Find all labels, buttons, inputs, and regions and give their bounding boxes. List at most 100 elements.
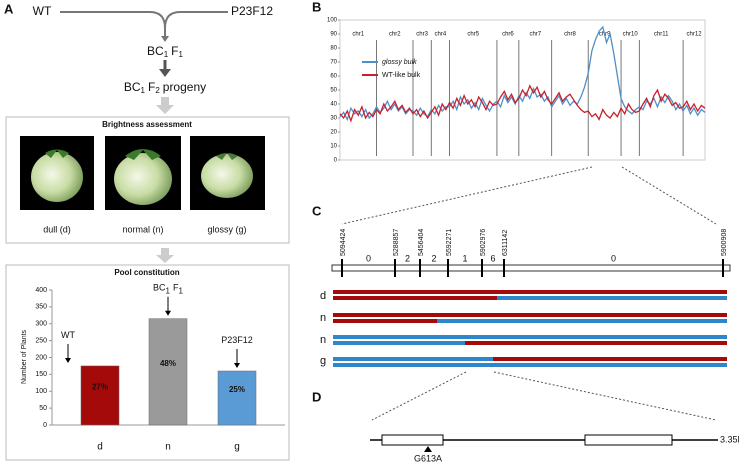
panel-c: C 5094424 5288857 5456404 5592271 5902976 631… — [312, 203, 731, 421]
chromosome-label: chr4 — [435, 32, 447, 38]
calyx — [125, 149, 161, 160]
box-title: Pool constitution — [114, 268, 179, 277]
x-tick-label: n — [165, 442, 171, 453]
exon — [584, 434, 673, 446]
parent-2: P23F12 — [231, 4, 273, 18]
bar — [80, 365, 120, 426]
series-line — [339, 25, 706, 122]
subscript: 1 — [179, 50, 184, 59]
bar-label: 48% — [160, 359, 176, 368]
photos — [20, 136, 265, 210]
y-tick-label: 300 — [35, 321, 47, 328]
y-tick-label: 50 — [39, 405, 47, 412]
annotation: WT — [61, 330, 75, 340]
text-part: F — [173, 283, 179, 293]
bar — [217, 370, 257, 426]
y-tick-label: 30 — [330, 116, 337, 122]
chromosome-label: chr7 — [529, 32, 541, 38]
box-title: Brightness assessment — [102, 120, 192, 129]
parent-1: WT — [33, 4, 52, 18]
text-part: progeny — [163, 80, 206, 94]
y-tick-label: 90 — [330, 32, 337, 38]
marker-label: 5456404 — [418, 229, 425, 256]
subscript: 1 — [141, 86, 146, 95]
box — [5, 264, 290, 461]
subscript: 1 — [179, 287, 184, 296]
y-tick-label: 40 — [330, 102, 337, 108]
row-label: n — [320, 334, 326, 346]
calyx — [216, 153, 238, 160]
arrow — [159, 69, 171, 77]
f1-label: BC1 F1 — [147, 44, 183, 59]
chromosome-label: chr8 — [564, 32, 576, 38]
marker-label: 5902976 — [480, 229, 487, 256]
variant-label: G613A — [414, 453, 442, 463]
y-tick-label: 80 — [330, 46, 337, 52]
haplotype — [465, 341, 727, 345]
y-tick-label: 20 — [330, 130, 337, 136]
subscript: 1 — [164, 50, 169, 59]
zoom-lines — [371, 371, 717, 421]
panel-label: A — [4, 1, 14, 16]
marker-label: 5592271 — [446, 229, 453, 256]
text-part: F — [148, 80, 155, 94]
exon — [381, 434, 444, 446]
legend-label: WT-like bulk — [382, 72, 421, 79]
haplotype — [333, 363, 727, 367]
x-tick-label: g — [234, 442, 240, 453]
text-part: BC — [147, 44, 164, 58]
haplotype — [333, 357, 493, 361]
y-tick-label: 150 — [35, 371, 47, 378]
phenotype: dull (d) — [43, 224, 71, 234]
annotation-arrowhead — [65, 357, 71, 363]
y-tick-label: 50 — [330, 88, 337, 94]
panel-label: D — [312, 389, 321, 404]
y-tick-label: 0 — [43, 422, 47, 429]
arrow — [156, 248, 174, 263]
y-axis-title: Number of Plants — [21, 329, 28, 384]
y-tick-label: 100 — [327, 18, 338, 24]
panel-b: B 0 10 20 30 40 50 60 70 80 90 100 chr1 chr2 chr3 chr4… — [312, 0, 717, 225]
annotation: P23F12 — [221, 335, 253, 345]
text-part: BC — [153, 283, 166, 293]
legend-label: glossy bulk — [382, 59, 417, 66]
annotation: BC1 F1 — [153, 283, 183, 296]
annotation-arrowhead — [165, 310, 171, 316]
arrow — [161, 36, 169, 42]
row-label: g — [320, 355, 326, 367]
bar — [148, 318, 188, 426]
marker-label: 5900908 — [721, 229, 728, 256]
text-part: BC — [124, 80, 141, 94]
haplotype — [493, 357, 727, 361]
panel-label: B — [312, 0, 321, 14]
line-chart: 0 10 20 30 40 50 60 70 80 90 100 chr1 chr2 chr3 chr4 ch… — [327, 18, 706, 164]
panel-a: A WT P23F12 BC1 F1 BC1 F2 progeny Brightnes… — [4, 1, 290, 461]
y-tick-label: 60 — [330, 74, 337, 80]
text-part: F — [171, 44, 178, 58]
f2-label: BC1 F2 progeny — [124, 80, 206, 95]
row-label: d — [320, 290, 326, 302]
chromosome-label: chr6 — [502, 32, 514, 38]
phenotype: glossy (g) — [207, 224, 246, 234]
recombinant-count: 1 — [462, 253, 467, 263]
haplotype — [333, 313, 727, 317]
y-tick-label: 0 — [334, 158, 338, 164]
markers: 5094424 5288857 5456404 5592271 5902976 63111… — [340, 229, 728, 277]
phenotype: normal (n) — [122, 224, 163, 234]
recombinant-count: 0 — [611, 253, 616, 263]
y-tick-label: 200 — [35, 354, 47, 361]
chromosome-label: chr2 — [389, 32, 401, 38]
text-part: WT — [61, 330, 75, 340]
chromosome-label: chr3 — [416, 32, 428, 38]
box — [5, 116, 290, 244]
marker-label: 6311142 — [502, 230, 509, 256]
x-tick-label: d — [97, 442, 103, 453]
chromosome-bar — [331, 264, 731, 272]
tomato — [114, 153, 172, 205]
chromosome-label: chr1 — [352, 32, 364, 38]
chromosome-label: chr10 — [623, 32, 639, 38]
haplotypes — [333, 290, 727, 367]
y-tick-label: 400 — [35, 287, 47, 294]
chromosome-label: chr11 — [654, 32, 669, 38]
y-tick-label: 250 — [35, 337, 47, 344]
